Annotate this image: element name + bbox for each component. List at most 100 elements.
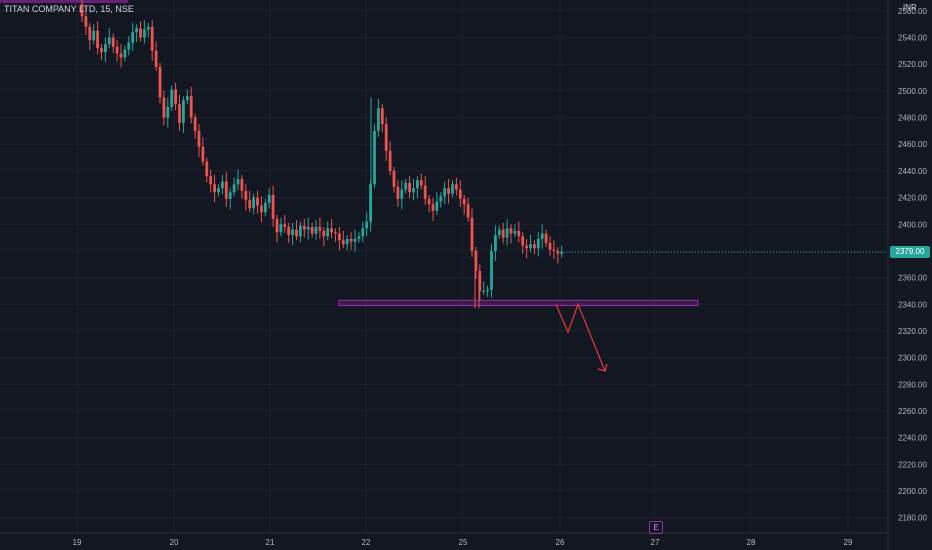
candle-body xyxy=(521,236,525,246)
earnings-icon[interactable]: E xyxy=(649,521,663,534)
candle xyxy=(365,212,369,237)
candle-body xyxy=(494,234,497,251)
candle xyxy=(158,62,162,104)
candle-body xyxy=(306,226,310,230)
candle xyxy=(497,225,501,239)
candle xyxy=(146,22,150,38)
candle-body xyxy=(548,242,552,250)
candle-body xyxy=(182,100,185,123)
candle xyxy=(100,44,103,61)
candle-body xyxy=(377,108,380,131)
candle xyxy=(295,220,298,241)
candle-body xyxy=(92,30,96,41)
candle-body xyxy=(443,188,447,197)
candle-body xyxy=(123,49,127,58)
candle-body xyxy=(240,178,244,191)
candle-body xyxy=(416,180,419,189)
y-tick-label: 2180.00 xyxy=(898,514,927,523)
x-tick-label: 22 xyxy=(362,538,371,547)
candle-body xyxy=(314,226,318,234)
candle xyxy=(392,166,396,193)
candle xyxy=(170,85,174,111)
candle xyxy=(314,220,318,240)
candle-body xyxy=(232,184,236,193)
candle-body xyxy=(170,89,174,107)
y-tick-label: 2200.00 xyxy=(898,487,927,496)
candle-body xyxy=(361,228,365,237)
candle xyxy=(380,104,384,133)
currency-label: INR xyxy=(903,3,917,12)
candle xyxy=(384,117,388,161)
candle-body xyxy=(178,104,181,123)
candle-body xyxy=(111,37,115,47)
candle xyxy=(131,22,135,51)
candle xyxy=(521,232,525,254)
candle-body xyxy=(384,124,388,151)
support-zone xyxy=(0,0,699,307)
candle xyxy=(396,180,400,207)
candle-body xyxy=(115,46,119,54)
x-axis: 19 20 21 22 25 26 27 28 29 xyxy=(0,532,887,547)
candle-body xyxy=(536,238,540,249)
candle-body xyxy=(100,48,103,53)
symbol-title[interactable]: TITAN COMPANY LTD, 15, NSE xyxy=(4,4,134,14)
x-tick-label: 21 xyxy=(266,538,275,547)
candle xyxy=(263,198,267,217)
candle-body xyxy=(435,201,439,211)
candle xyxy=(201,137,205,166)
candle xyxy=(513,224,517,238)
y-tick-label: 2400.00 xyxy=(898,220,927,229)
candle xyxy=(154,41,158,71)
candle-body xyxy=(357,236,361,239)
candle xyxy=(310,222,314,238)
candle-body xyxy=(189,96,193,118)
candle-body xyxy=(291,229,294,235)
candle xyxy=(427,194,431,213)
candle-body xyxy=(560,252,564,254)
arrowhead-icon xyxy=(597,363,608,372)
candle-body xyxy=(174,89,177,105)
candle xyxy=(373,124,376,189)
candle-body xyxy=(146,26,150,30)
candle-body xyxy=(419,180,423,186)
candle-body xyxy=(388,150,392,171)
y-tick-label: 2260.00 xyxy=(898,407,927,416)
candle xyxy=(299,221,302,243)
candle xyxy=(419,173,423,190)
candle-body xyxy=(236,178,240,185)
candle-body xyxy=(326,228,330,237)
candle-body xyxy=(349,238,353,242)
last-price-label: 2379.00 xyxy=(890,246,930,259)
candle xyxy=(166,97,170,128)
candle-body xyxy=(252,197,255,209)
candle xyxy=(209,169,213,193)
candle-body xyxy=(80,4,84,17)
candle-body xyxy=(221,181,224,189)
candle xyxy=(361,221,365,243)
candle-body xyxy=(466,204,470,218)
candle xyxy=(490,244,493,298)
candle xyxy=(182,96,185,133)
candle-body xyxy=(556,250,560,254)
candle xyxy=(505,218,509,246)
candle xyxy=(244,184,248,211)
x-tick-label: 29 xyxy=(844,538,853,547)
candle xyxy=(525,238,528,259)
candle xyxy=(318,217,322,239)
candle xyxy=(556,246,560,264)
candle-body xyxy=(451,184,454,194)
candle xyxy=(189,86,193,124)
candle xyxy=(104,37,107,63)
candle-body xyxy=(205,161,209,177)
candle-body xyxy=(529,244,532,249)
candle xyxy=(150,20,154,61)
candle xyxy=(143,20,146,44)
candle xyxy=(509,224,513,244)
candle-body xyxy=(380,108,384,125)
candle-body xyxy=(474,250,478,271)
candle-body xyxy=(345,238,349,245)
candle xyxy=(326,221,330,241)
candle xyxy=(540,224,544,249)
candle xyxy=(455,177,458,196)
